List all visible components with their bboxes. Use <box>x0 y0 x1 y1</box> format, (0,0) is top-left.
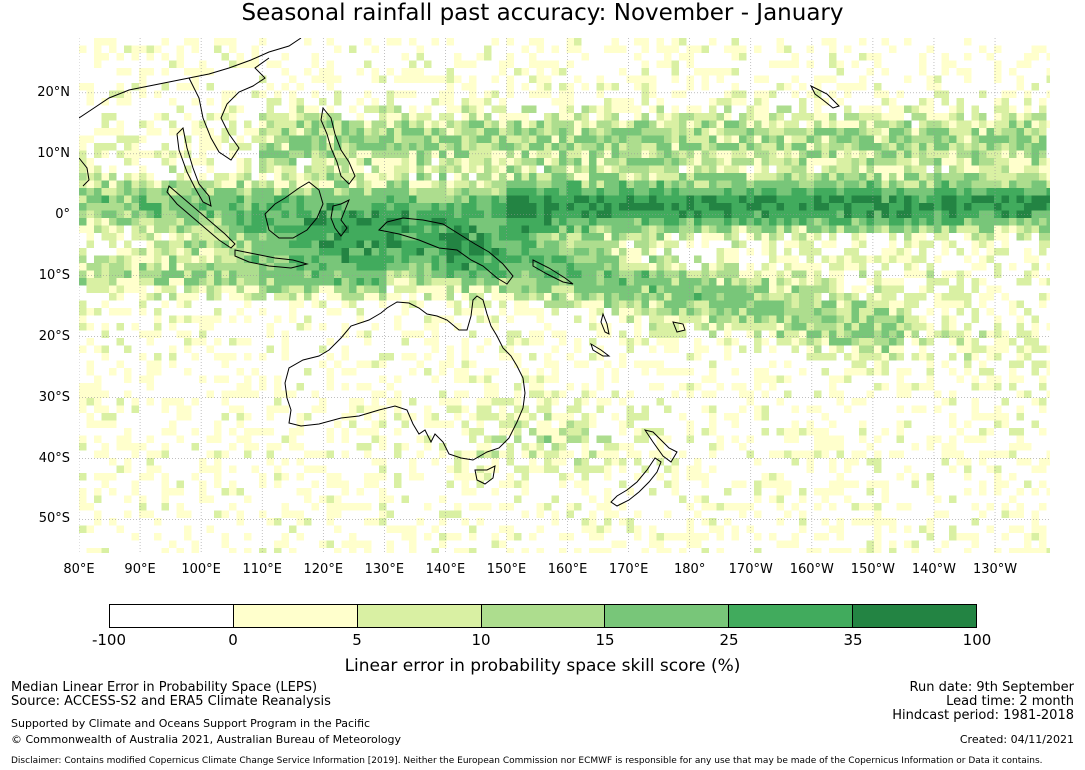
coast-new-guinea <box>377 217 514 285</box>
footer-source: Source: ACCESS-S2 and ERA5 Climate Reana… <box>11 694 331 709</box>
coast-australia <box>284 295 526 461</box>
lon-label: 150°W <box>850 562 895 577</box>
lon-label: 170°W <box>728 562 773 577</box>
lon-label: 160°W <box>789 562 834 577</box>
disclaimer: Disclaimer: Contains modified Copernicus… <box>11 756 1043 766</box>
coast-philippines <box>320 106 356 185</box>
footer-leps: Median Linear Error in Probability Space… <box>11 680 318 695</box>
lon-label: 120°E <box>303 562 344 577</box>
colorbar-segment <box>481 605 606 627</box>
lon-label: 180° <box>674 562 706 577</box>
coast-nz-north <box>643 429 678 463</box>
footer-copyright: © Commonwealth of Australia 2021, Austra… <box>11 733 401 746</box>
created-date: Created: 04/11/2021 <box>959 733 1074 746</box>
lat-label: 20°S <box>38 328 70 344</box>
skill-map <box>79 38 1050 553</box>
coast-vanuatu <box>600 312 610 335</box>
run-date: Run date: 9th September <box>909 680 1074 695</box>
hindcast-period: Hindcast period: 1981-2018 <box>892 708 1074 723</box>
colorbar-tick: 5 <box>352 631 362 649</box>
lon-label: 130°W <box>972 562 1018 577</box>
coast-nz-south <box>610 457 662 507</box>
coast-solomons <box>532 259 574 285</box>
skill-field <box>79 38 1050 553</box>
coast-borneo <box>264 181 324 239</box>
coast-fiji <box>672 321 686 333</box>
lon-label: 130°E <box>364 562 405 577</box>
colorbar-segment <box>233 605 358 627</box>
coastlines <box>79 38 840 507</box>
colorbar-tick: 100 <box>962 631 992 649</box>
colorbar-segment <box>110 605 234 627</box>
colorbar-tick: 0 <box>228 631 238 649</box>
colorbar-segment <box>853 605 977 627</box>
lon-label: 90°E <box>124 562 156 577</box>
colorbar-tick: 10 <box>471 631 491 649</box>
lon-label: 80°E <box>63 562 95 577</box>
lat-label: 40°S <box>38 450 70 466</box>
lon-label: 170°E <box>608 562 649 577</box>
lat-label: 20°N <box>37 84 70 100</box>
colorbar-tick: 35 <box>843 631 863 649</box>
colorbar-segment <box>357 605 482 627</box>
coast-new-caledonia <box>590 342 611 357</box>
coast-tasmania <box>474 465 496 485</box>
lat-label: 10°S <box>38 267 70 283</box>
lon-label: 140°E <box>425 562 466 577</box>
lon-label: 100°E <box>181 562 221 577</box>
lon-label: 110°E <box>242 562 282 577</box>
coast-malay <box>176 126 212 207</box>
map-title: Seasonal rainfall past accuracy: Novembe… <box>241 0 844 26</box>
lon-label: 150°E <box>486 562 527 577</box>
lead-time: Lead time: 2 month <box>946 694 1074 709</box>
colorbar-tick: 15 <box>595 631 615 649</box>
coast-asia <box>79 38 302 187</box>
skill-map-svg <box>79 38 1050 553</box>
lat-label: 30°S <box>38 389 70 405</box>
colorbar-tick: 25 <box>719 631 739 649</box>
colorbar-tick: -100 <box>91 631 127 649</box>
coast-java <box>234 249 309 269</box>
colorbar-segment <box>605 605 730 627</box>
coast-hawaii <box>809 84 840 109</box>
colorbar <box>109 604 977 628</box>
coast-sumatra <box>166 185 236 249</box>
lat-label: 10°N <box>37 145 70 161</box>
map-gridlines <box>79 38 1050 553</box>
lat-label: 50°S <box>38 511 70 527</box>
colorbar-label: Linear error in probability space skill … <box>344 656 741 676</box>
lat-label: 0° <box>55 206 70 222</box>
lon-label: 160°E <box>547 562 588 577</box>
footer-support: Supported by Climate and Oceans Support … <box>11 717 371 730</box>
lon-label: 140°W <box>911 562 957 577</box>
coast-sulawesi <box>330 198 350 237</box>
colorbar-segment <box>729 605 854 627</box>
